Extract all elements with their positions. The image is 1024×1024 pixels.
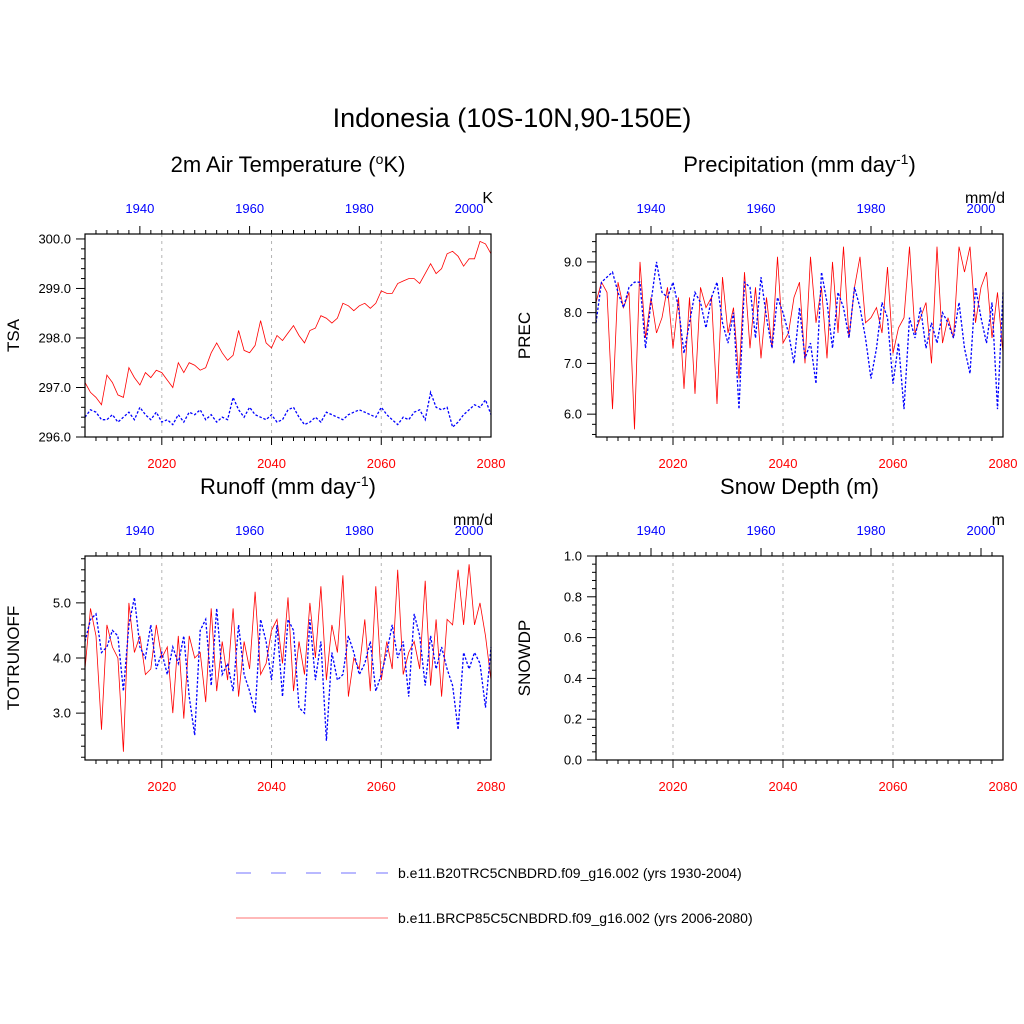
series-line-historical [84, 597, 492, 741]
x-tick-label-bottom: 2080 [989, 456, 1018, 471]
series-line-future [595, 246, 1004, 430]
panel-snowdp: Snow Depth (m) m SNOWDP 2020 2040 2060 2080 194… [515, 474, 1017, 794]
x-tick-label-top: 1960 [235, 523, 264, 538]
y-tick-label: 298.0 [38, 330, 71, 345]
y-tick-label: 6.0 [564, 407, 582, 422]
y-axis-label: TSA [4, 318, 23, 352]
y-axis-label: PREC [515, 312, 534, 359]
series-line-future [84, 240, 492, 406]
units-label: mm/d [453, 512, 493, 529]
units-label: mm/d [965, 190, 1005, 207]
x-tick-label-top: 1940 [637, 201, 666, 216]
x-tick-label-top: 1980 [345, 523, 374, 538]
y-tick-label: 5.0 [53, 595, 71, 610]
y-axis-label: SNOWDP [515, 620, 534, 697]
x-tick-label-bottom: 2060 [879, 456, 908, 471]
plot-frame [595, 555, 1004, 761]
x-tick-label-top: 2000 [967, 523, 996, 538]
series-line-historical [595, 261, 1004, 410]
x-tick-label-top: 1980 [857, 201, 886, 216]
x-tick-label-bottom: 2020 [147, 779, 176, 794]
legend-entry: b.e11.B20TRC5CNBDRD.f09_g16.002 (yrs 193… [236, 865, 742, 881]
y-tick-label: 300.0 [38, 231, 71, 246]
y-tick-label: 296.0 [38, 430, 71, 445]
legend: b.e11.B20TRC5CNBDRD.f09_g16.002 (yrs 193… [236, 865, 753, 926]
panel-prec: Precipitation (mm day-1) mm/d PREC 2020 2040… [515, 151, 1017, 471]
x-tick-label-top: 1960 [235, 201, 264, 216]
figure-title: Indonesia (10S-10N,90-150E) [333, 103, 692, 133]
y-tick-label: 0.8 [564, 589, 582, 604]
y-tick-label: 8.0 [564, 305, 582, 320]
plot-frame [84, 233, 492, 438]
x-tick-label-top: 2000 [455, 523, 484, 538]
y-tick-label: 4.0 [53, 651, 71, 666]
x-tick-label-top: 1940 [637, 523, 666, 538]
y-tick-label: 0.4 [564, 671, 582, 686]
legend-label: b.e11.BRCP85C5CNBDRD.f09_g16.002 (yrs 20… [398, 910, 753, 926]
x-tick-label-bottom: 2020 [147, 456, 176, 471]
x-tick-label-top: 1940 [125, 201, 154, 216]
title-superscript: -1 [356, 473, 369, 489]
plot-frame [595, 233, 1004, 438]
x-tick-label-bottom: 2040 [257, 456, 286, 471]
x-tick-label-bottom: 2060 [367, 779, 396, 794]
x-tick-label-top: 2000 [455, 201, 484, 216]
y-tick-label: 0.0 [564, 753, 582, 768]
units-label: K [482, 190, 493, 207]
x-tick-label-bottom: 2020 [659, 456, 688, 471]
title-superscript: o [376, 151, 384, 167]
x-tick-label-bottom: 2040 [257, 779, 286, 794]
panel-title: 2m Air Temperature (oK) [171, 151, 406, 177]
panel-tsa: 2m Air Temperature (oK) K TSA 2020 2040 2060 2… [4, 151, 505, 471]
x-tick-label-top: 1960 [747, 201, 776, 216]
x-tick-label-bottom: 2080 [477, 779, 506, 794]
x-tick-label-bottom: 2080 [989, 779, 1018, 794]
x-tick-label-top: 1980 [857, 523, 886, 538]
series-line-historical [84, 390, 492, 429]
panel-title: Precipitation (mm day-1) [683, 151, 916, 177]
panel-runoff: Runoff (mm day-1) mm/d TOTRUNOFF 2020 2040 20… [4, 473, 505, 794]
units-label: m [992, 512, 1005, 529]
series-line-future [84, 564, 492, 752]
y-tick-label: 297.0 [38, 380, 71, 395]
y-tick-label: 3.0 [53, 706, 71, 721]
x-tick-label-top: 1960 [747, 523, 776, 538]
y-tick-label: 1.0 [564, 549, 582, 564]
x-tick-label-bottom: 2040 [769, 779, 798, 794]
x-tick-label-bottom: 2040 [769, 456, 798, 471]
legend-entry: b.e11.BRCP85C5CNBDRD.f09_g16.002 (yrs 20… [236, 910, 753, 926]
y-tick-label: 0.6 [564, 630, 582, 645]
title-superscript: -1 [896, 151, 909, 167]
y-axis-label: TOTRUNOFF [4, 606, 23, 711]
x-tick-label-bottom: 2080 [477, 456, 506, 471]
x-tick-label-bottom: 2060 [879, 779, 908, 794]
y-tick-label: 299.0 [38, 281, 71, 296]
x-tick-label-top: 1940 [125, 523, 154, 538]
panels: 2m Air Temperature (oK) K TSA 2020 2040 2060 2… [4, 151, 1017, 794]
y-tick-label: 9.0 [564, 254, 582, 269]
x-tick-label-bottom: 2060 [367, 456, 396, 471]
y-tick-label: 7.0 [564, 356, 582, 371]
panel-title: Snow Depth (m) [720, 474, 879, 499]
x-tick-label-bottom: 2020 [659, 779, 688, 794]
panel-title: Runoff (mm day-1) [200, 473, 376, 499]
x-tick-label-top: 2000 [967, 201, 996, 216]
legend-label: b.e11.B20TRC5CNBDRD.f09_g16.002 (yrs 193… [398, 865, 742, 881]
y-tick-label: 0.2 [564, 712, 582, 727]
x-tick-label-top: 1980 [345, 201, 374, 216]
